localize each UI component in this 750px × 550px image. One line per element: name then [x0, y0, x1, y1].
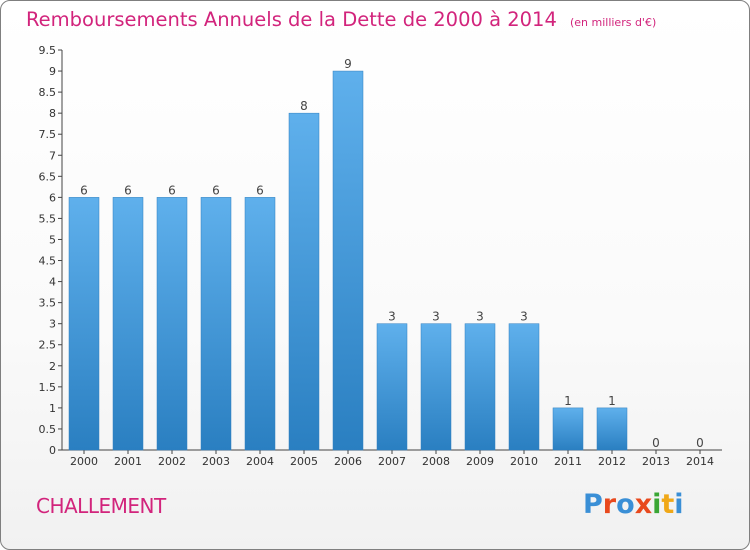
- y-tick-label: 7.5: [39, 128, 57, 141]
- data-label-2010: 3: [520, 310, 528, 324]
- x-tick-label: 2008: [422, 455, 450, 468]
- x-tick-label: 2000: [70, 455, 98, 468]
- y-tick-label: 2.5: [39, 339, 57, 352]
- logo-letter: i: [652, 489, 662, 520]
- y-tick-label: 1.5: [39, 381, 57, 394]
- data-label-2006: 9: [344, 57, 352, 71]
- x-tick-label: 2011: [554, 455, 582, 468]
- y-tick-label: 0.5: [39, 423, 57, 436]
- x-tick-label: 2004: [246, 455, 274, 468]
- data-label-2014: 0: [696, 436, 704, 450]
- x-tick-label: 2010: [510, 455, 538, 468]
- bar-2001: [112, 197, 144, 451]
- bars: [68, 70, 628, 451]
- data-label-2011: 1: [564, 394, 572, 408]
- y-tick-label: 7: [49, 149, 56, 162]
- data-label-2012: 1: [608, 394, 616, 408]
- bar-2010: [508, 323, 540, 451]
- y-tick-label: 5.5: [39, 212, 57, 225]
- y-tick-label: 6: [49, 191, 56, 204]
- bar-2008: [420, 323, 452, 451]
- y-tick-label: 8.5: [39, 86, 57, 99]
- x-tick-label: 2001: [114, 455, 142, 468]
- logo-letter: P: [583, 489, 603, 520]
- data-label-2008: 3: [432, 310, 440, 324]
- y-tick-label: 4.5: [39, 255, 57, 268]
- x-tick-label: 2005: [290, 455, 318, 468]
- data-label-2000: 6: [80, 183, 88, 197]
- data-label-2013: 0: [652, 436, 660, 450]
- y-tick-label: 1: [49, 402, 56, 415]
- logo-letter: i: [674, 489, 684, 520]
- y-tick-label: 8: [49, 107, 56, 120]
- y-tick-label: 3: [49, 318, 56, 331]
- axes: 0 0.5 1 1.5 2 2.5 3 3.5 4 4.5 5 5.5 6 6.5 7 7.5 8 8.5 9 9.5…: [39, 44, 722, 468]
- chart-subtitle: (en milliers d'€): [569, 16, 657, 29]
- bar-2009: [464, 323, 496, 451]
- y-tick-label: 9: [49, 65, 56, 78]
- data-label-2007: 3: [388, 310, 396, 324]
- y-tick-label: 9.5: [39, 44, 57, 57]
- x-tick-label: 2013: [642, 455, 670, 468]
- x-tick-label: 2003: [202, 455, 230, 468]
- bar-2005: [288, 112, 320, 451]
- data-label-2009: 3: [476, 310, 484, 324]
- x-tick-label: 2007: [378, 455, 406, 468]
- bar-2011: [552, 407, 584, 451]
- bar-2003: [200, 197, 232, 451]
- bar-2002: [156, 197, 188, 451]
- logo-letter: x: [634, 489, 653, 520]
- data-label-2001: 6: [124, 183, 132, 197]
- y-tick-label: 3.5: [39, 297, 57, 310]
- data-label-2003: 6: [212, 183, 220, 197]
- chart-title: Remboursements Annuels de la Dette de 20…: [26, 8, 557, 31]
- data-label-2005: 8: [300, 99, 308, 113]
- logo-letter: r: [602, 489, 617, 520]
- proxiti-logo: Proxiti: [583, 489, 684, 520]
- x-tick-label: 2002: [158, 455, 186, 468]
- data-label-2004: 6: [256, 183, 264, 197]
- bar-2000: [68, 197, 100, 451]
- bar-2007: [376, 323, 408, 451]
- data-label-2002: 6: [168, 183, 176, 197]
- bar-2006: [332, 70, 364, 451]
- chart-header: Remboursements Annuels de la Dette de 20…: [26, 8, 656, 31]
- bar-2004: [244, 197, 276, 451]
- commune-name: CHALLEMENT: [36, 494, 166, 518]
- logo-letter: o: [616, 489, 635, 520]
- y-tick-label: 2: [49, 360, 56, 373]
- x-tick-label: 2014: [686, 455, 714, 468]
- data-labels: 6 6 6 6 6 8 9 3 3 3 3 1 1 0 0: [80, 57, 704, 450]
- x-tick-label: 2012: [598, 455, 626, 468]
- y-tick-label: 6.5: [39, 170, 57, 183]
- y-tick-label: 0: [49, 444, 56, 457]
- bar-2012: [596, 407, 628, 451]
- y-tick-label: 4: [49, 276, 56, 289]
- x-tick-label: 2009: [466, 455, 494, 468]
- y-tick-label: 5: [49, 233, 56, 246]
- logo-letter: t: [661, 489, 675, 520]
- x-tick-label: 2006: [334, 455, 362, 468]
